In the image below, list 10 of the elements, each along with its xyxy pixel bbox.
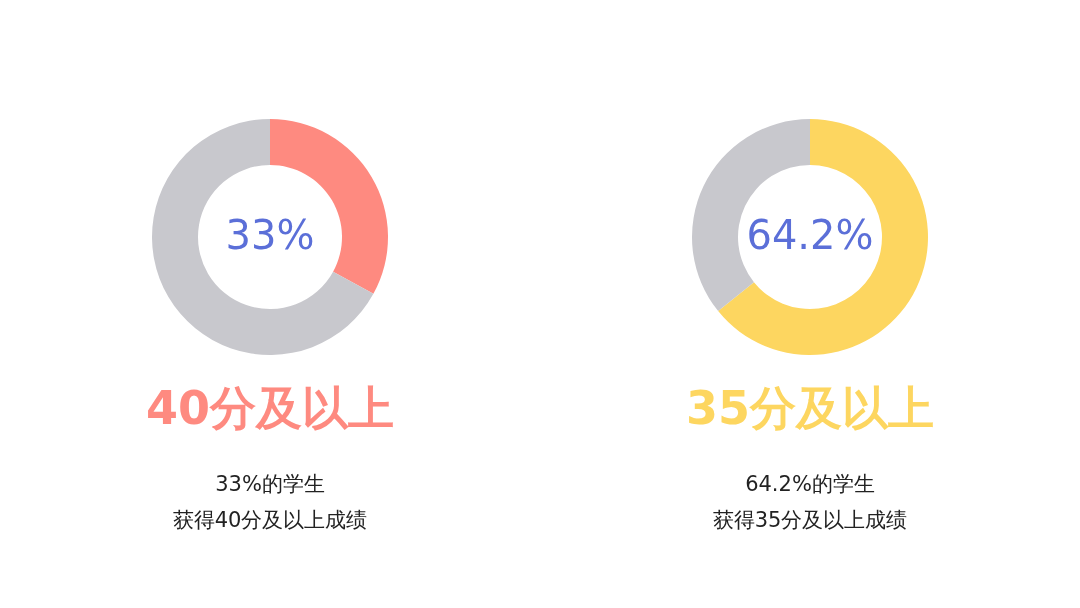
- text: 35分及以上: [685, 381, 935, 435]
- donut-slice: [718, 119, 928, 355]
- text: 获得35分及以上成绩: [712, 508, 908, 532]
- text: 64.2%的学生: [745, 472, 875, 496]
- data-label: 33%: [225, 212, 315, 258]
- text: 33%的学生: [215, 472, 325, 496]
- text: 获得40分及以上成绩: [172, 508, 368, 532]
- text: 40分及以上: [145, 381, 395, 435]
- donut-slice: [152, 119, 374, 355]
- data-label: 64.2%: [746, 212, 874, 258]
